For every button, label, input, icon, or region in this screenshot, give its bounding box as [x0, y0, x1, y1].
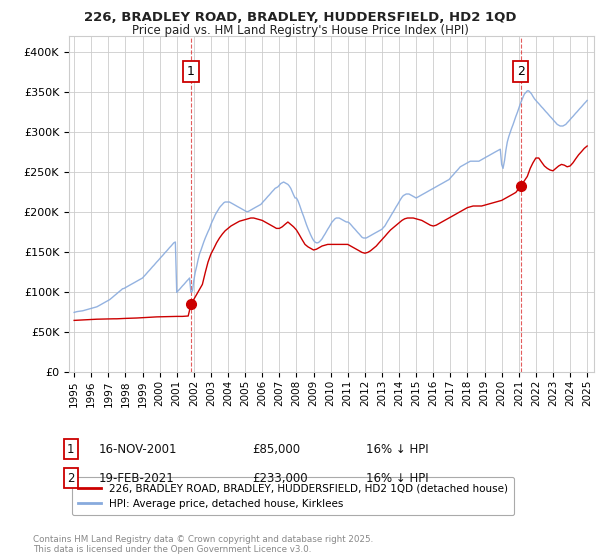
Text: Contains HM Land Registry data © Crown copyright and database right 2025.
This d: Contains HM Land Registry data © Crown c… — [33, 535, 373, 554]
Text: £85,000: £85,000 — [252, 442, 300, 456]
Text: 16% ↓ HPI: 16% ↓ HPI — [366, 442, 428, 456]
Text: 1: 1 — [187, 65, 195, 78]
Text: 226, BRADLEY ROAD, BRADLEY, HUDDERSFIELD, HD2 1QD: 226, BRADLEY ROAD, BRADLEY, HUDDERSFIELD… — [84, 11, 516, 24]
Text: 2: 2 — [67, 472, 74, 485]
Text: £233,000: £233,000 — [252, 472, 308, 485]
Text: 1: 1 — [67, 442, 74, 456]
Legend: 226, BRADLEY ROAD, BRADLEY, HUDDERSFIELD, HD2 1QD (detached house), HPI: Average: 226, BRADLEY ROAD, BRADLEY, HUDDERSFIELD… — [71, 477, 514, 515]
Text: Price paid vs. HM Land Registry's House Price Index (HPI): Price paid vs. HM Land Registry's House … — [131, 24, 469, 36]
Text: 2: 2 — [517, 65, 525, 78]
Text: 16% ↓ HPI: 16% ↓ HPI — [366, 472, 428, 485]
Text: 19-FEB-2021: 19-FEB-2021 — [99, 472, 175, 485]
Text: 16-NOV-2001: 16-NOV-2001 — [99, 442, 178, 456]
